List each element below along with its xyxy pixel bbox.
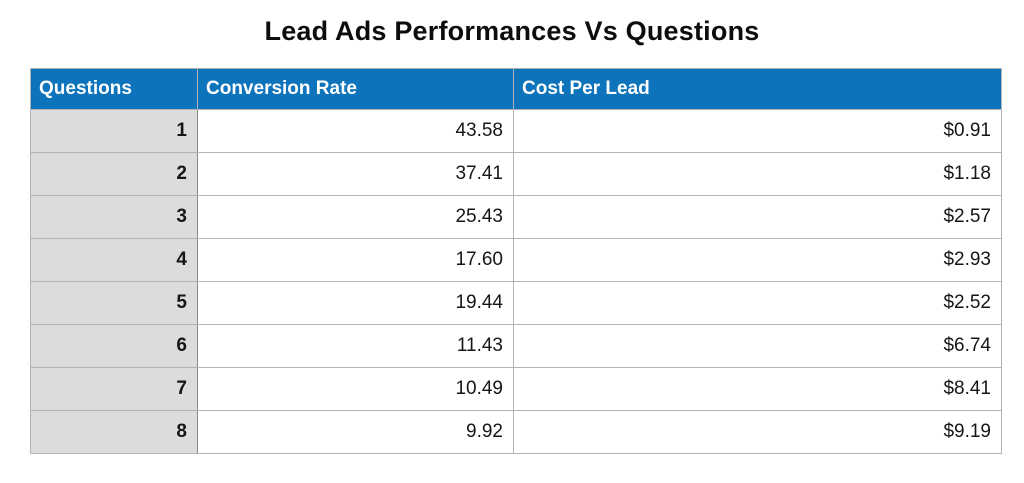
cost-per-lead-cell: $9.19 bbox=[513, 410, 1002, 454]
cost-per-lead-cell: $6.74 bbox=[513, 324, 1002, 368]
conversion-rate-cell: 11.43 bbox=[197, 324, 514, 368]
table-header-row: Questions Conversion Rate Cost Per Lead bbox=[30, 68, 1002, 110]
conversion-rate-cell: 10.49 bbox=[197, 367, 514, 411]
conversion-rate-cell: 17.60 bbox=[197, 238, 514, 282]
lead-ads-table: Questions Conversion Rate Cost Per Lead … bbox=[30, 68, 1002, 454]
table-row: 1 43.58 $0.91 bbox=[30, 109, 1002, 153]
cost-per-lead-cell: $1.18 bbox=[513, 152, 1002, 196]
row-question-cell: 3 bbox=[30, 195, 198, 239]
column-header-questions: Questions bbox=[30, 68, 198, 110]
table-row: 7 10.49 $8.41 bbox=[30, 367, 1002, 411]
conversion-rate-cell: 25.43 bbox=[197, 195, 514, 239]
cost-per-lead-cell: $2.93 bbox=[513, 238, 1002, 282]
cost-per-lead-cell: $0.91 bbox=[513, 109, 1002, 153]
cost-per-lead-cell: $2.52 bbox=[513, 281, 1002, 325]
row-question-cell: 6 bbox=[30, 324, 198, 368]
table-row: 8 9.92 $9.19 bbox=[30, 410, 1002, 454]
row-question-cell: 5 bbox=[30, 281, 198, 325]
table-row: 2 37.41 $1.18 bbox=[30, 152, 1002, 196]
row-question-cell: 7 bbox=[30, 367, 198, 411]
table-row: 5 19.44 $2.52 bbox=[30, 281, 1002, 325]
column-header-conversion-rate: Conversion Rate bbox=[197, 68, 514, 110]
row-question-cell: 1 bbox=[30, 109, 198, 153]
table-row: 3 25.43 $2.57 bbox=[30, 195, 1002, 239]
table-body: 1 43.58 $0.91 2 37.41 $1.18 3 25.43 $2.5… bbox=[30, 109, 1002, 454]
row-question-cell: 2 bbox=[30, 152, 198, 196]
cost-per-lead-cell: $8.41 bbox=[513, 367, 1002, 411]
table-row: 6 11.43 $6.74 bbox=[30, 324, 1002, 368]
conversion-rate-cell: 9.92 bbox=[197, 410, 514, 454]
cost-per-lead-cell: $2.57 bbox=[513, 195, 1002, 239]
conversion-rate-cell: 43.58 bbox=[197, 109, 514, 153]
table-row: 4 17.60 $2.93 bbox=[30, 238, 1002, 282]
page-title: Lead Ads Performances Vs Questions bbox=[264, 16, 760, 46]
row-question-cell: 4 bbox=[30, 238, 198, 282]
column-header-cost-per-lead: Cost Per Lead bbox=[513, 68, 1002, 110]
conversion-rate-cell: 37.41 bbox=[197, 152, 514, 196]
row-question-cell: 8 bbox=[30, 410, 198, 454]
conversion-rate-cell: 19.44 bbox=[197, 281, 514, 325]
